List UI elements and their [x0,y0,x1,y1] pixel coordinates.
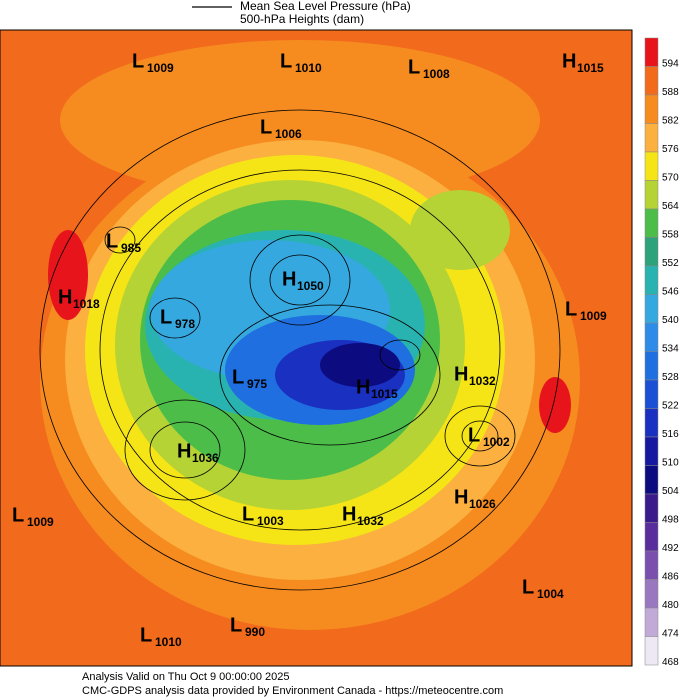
center-pressure: 1050 [297,279,324,293]
center-pressure: 1015 [371,387,398,401]
center-letter: L [565,298,577,320]
center-pressure: 1003 [257,514,284,528]
center-pressure: 1006 [275,127,302,141]
colorbar-label: 582 [662,115,679,126]
center-letter: L [408,56,420,78]
colorbar-label: 480 [662,600,679,611]
center-letter: L [468,424,480,446]
colorbar-swatch [644,237,659,267]
colorbar-swatch [644,180,659,210]
colorbar-swatch [644,322,659,352]
center-pressure: 1010 [155,635,182,649]
center-letter: L [230,614,242,636]
center-letter: H [342,503,356,525]
colorbar-label: 558 [662,229,679,240]
center-letter: L [280,50,292,72]
center-letter: H [454,486,468,508]
colorbar-swatch [644,465,659,495]
center-pressure: 978 [175,317,195,331]
center-letter: L [132,50,144,72]
colorbar-label: 564 [662,201,679,212]
colorbar-label: 498 [662,514,679,525]
colorbar-swatch [644,208,659,238]
center-letter: L [260,116,272,138]
colorbar-label: 576 [662,144,679,155]
colorbar-label: 486 [662,571,679,582]
colorbar-swatch [644,123,659,153]
colorbar-swatch [644,265,659,295]
center-pressure: 1036 [192,451,219,465]
center-pressure: 1010 [295,61,322,75]
center-pressure: 1002 [483,435,510,449]
center-letter: H [356,376,370,398]
center-pressure: 1032 [357,514,384,528]
colorbar-swatch [644,351,659,381]
center-pressure: 990 [245,625,265,639]
center-pressure: 1018 [73,297,100,311]
center-letter: L [522,576,534,598]
colorbar-swatch [644,579,659,609]
center-letter: L [232,366,244,388]
colorbar-label: 516 [662,429,679,440]
colorbar-swatch [644,408,659,438]
center-letter: L [12,504,24,526]
center-pressure: 985 [121,241,141,255]
colorbar-label: 540 [662,315,679,326]
colorbar-label: 534 [662,343,679,354]
center-letter: H [282,268,296,290]
colorbar-label: 468 [662,657,679,668]
colorbar-swatch [644,379,659,409]
colorbar-swatch [644,436,659,466]
center-pressure: 1015 [577,61,604,75]
center-letter: H [177,440,191,462]
colorbar-label: 528 [662,372,679,383]
center-pressure: 1009 [580,309,607,323]
footer-text: CMC-GDPS analysis data provided by Envir… [82,685,503,697]
center-pressure: 1026 [469,497,496,511]
colorbar-swatch [644,151,659,181]
colorbar-swatch [644,550,659,580]
legend-label: 500-hPa Heights (dam) [240,12,364,26]
center-letter: L [106,230,118,252]
colorbar-label: 492 [662,543,679,554]
legend-label: Mean Sea Level Pressure (hPa) [240,0,411,13]
colorbar-label: 552 [662,258,679,269]
center-letter: H [562,50,576,72]
colorbar-label: 510 [662,457,679,468]
colorbar-label: 588 [662,87,679,98]
colorbar-swatch [644,493,659,523]
footer-text: Analysis Valid on Thu Oct 9 00:00:00 202… [82,671,290,683]
center-pressure: 1009 [147,61,174,75]
colorbar-swatch [644,607,659,637]
center-letter: H [454,363,468,385]
center-pressure: 1032 [469,374,496,388]
map [0,29,633,667]
colorbar-swatch [644,66,659,96]
colorbar-swatch [644,37,659,67]
colorbar-swatch [644,94,659,124]
colorbar-swatch [644,636,659,666]
colorbar-label: 570 [662,172,679,183]
colorbar-label: 474 [662,628,679,639]
center-letter: L [140,624,152,646]
colorbar-label: 594 [662,58,679,69]
colorbar-swatch [644,294,659,324]
center-letter: L [242,503,254,525]
colorbar-label: 504 [662,486,679,497]
center-letter: H [58,286,72,308]
colorbar-label: 522 [662,400,679,411]
center-pressure: 1009 [27,515,54,529]
center-letter: L [160,306,172,328]
colorbar-swatch [644,522,659,552]
center-pressure: 975 [247,377,267,391]
colorbar-label: 546 [662,286,679,297]
center-pressure: 1008 [423,67,450,81]
center-pressure: 1004 [537,587,564,601]
